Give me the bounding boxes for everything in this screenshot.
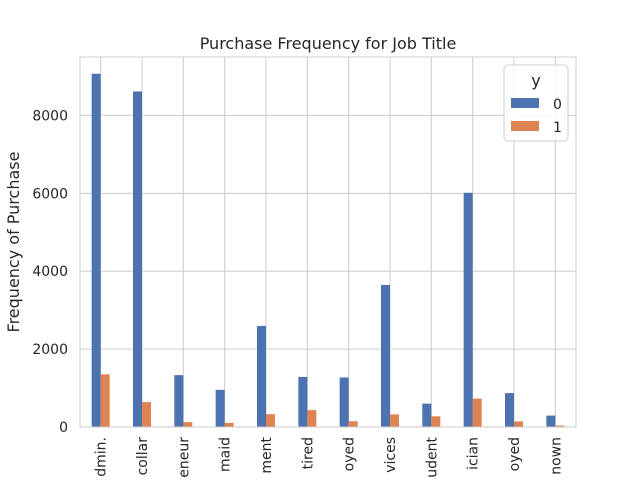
plot-frame xyxy=(79,56,577,428)
bar-blue-collar-y0 xyxy=(133,91,142,427)
bar-housemaid-y0 xyxy=(215,389,225,427)
bar-unknown-y1 xyxy=(555,425,565,427)
legend-swatch-1 xyxy=(511,121,539,131)
y-axis-label: Frequency of Purchase xyxy=(4,152,23,333)
x-tick-label: dmin. xyxy=(94,437,110,477)
x-tick-labels: dmin. collar eneur maid ment tired oyed vices ud… xyxy=(94,437,565,478)
y-tick-label: 4000 xyxy=(32,264,68,280)
x-tick-label: oyed xyxy=(342,437,358,471)
bar-admin-y0 xyxy=(91,73,101,427)
bar-retired-y1 xyxy=(307,410,317,427)
y-tick-label: 6000 xyxy=(32,186,68,202)
bar-retired-y0 xyxy=(298,376,308,427)
bar-admin-y1 xyxy=(100,374,110,427)
bar-blue-collar-y1 xyxy=(142,402,151,427)
bar-technician-y1 xyxy=(472,398,482,427)
x-tick-label: udent xyxy=(424,437,440,478)
bar-management-y1 xyxy=(266,414,275,427)
bar-unemployed-y1 xyxy=(514,421,523,427)
bar-services-y1 xyxy=(390,414,399,427)
y-tick-label: 8000 xyxy=(32,108,68,124)
x-tick-label: vices xyxy=(383,437,399,473)
x-tick-label: nown xyxy=(548,437,564,475)
legend-title: y xyxy=(531,71,540,90)
bar-unemployed-y0 xyxy=(505,393,514,427)
bar-housemaid-y1 xyxy=(224,422,234,427)
y-tick-label: 2000 xyxy=(32,342,68,358)
x-tick-label: ician xyxy=(466,437,482,470)
bar-entrepreneur-y1 xyxy=(183,422,193,427)
bar-self-employed-y0 xyxy=(339,377,349,427)
bar-management-y0 xyxy=(257,325,266,427)
legend-label-1: 1 xyxy=(553,120,562,136)
x-tick-label: maid xyxy=(218,437,234,472)
x-tick-label: collar xyxy=(135,437,151,476)
bar-self-employed-y1 xyxy=(348,421,358,427)
bar-student-y1 xyxy=(431,416,441,427)
y-tick-label: 0 xyxy=(59,420,68,436)
chart-title: Purchase Frequency for Job Title xyxy=(200,34,457,53)
bar-student-y0 xyxy=(422,403,432,427)
legend: y 0 1 xyxy=(503,64,569,142)
bars xyxy=(91,73,565,427)
legend-label-0: 0 xyxy=(553,97,562,113)
bar-technician-y0 xyxy=(463,192,473,427)
x-tick-label: oyed xyxy=(507,437,523,471)
y-tick-labels: 0 2000 4000 6000 8000 xyxy=(32,108,68,436)
bar-unknown-y0 xyxy=(546,415,556,427)
bar-services-y0 xyxy=(381,284,390,427)
legend-swatch-0 xyxy=(511,98,539,108)
x-tick-label: ment xyxy=(259,437,275,474)
x-tick-label: eneur xyxy=(176,437,192,478)
x-tick-label: tired xyxy=(300,437,316,469)
bar-entrepreneur-y0 xyxy=(174,375,184,427)
